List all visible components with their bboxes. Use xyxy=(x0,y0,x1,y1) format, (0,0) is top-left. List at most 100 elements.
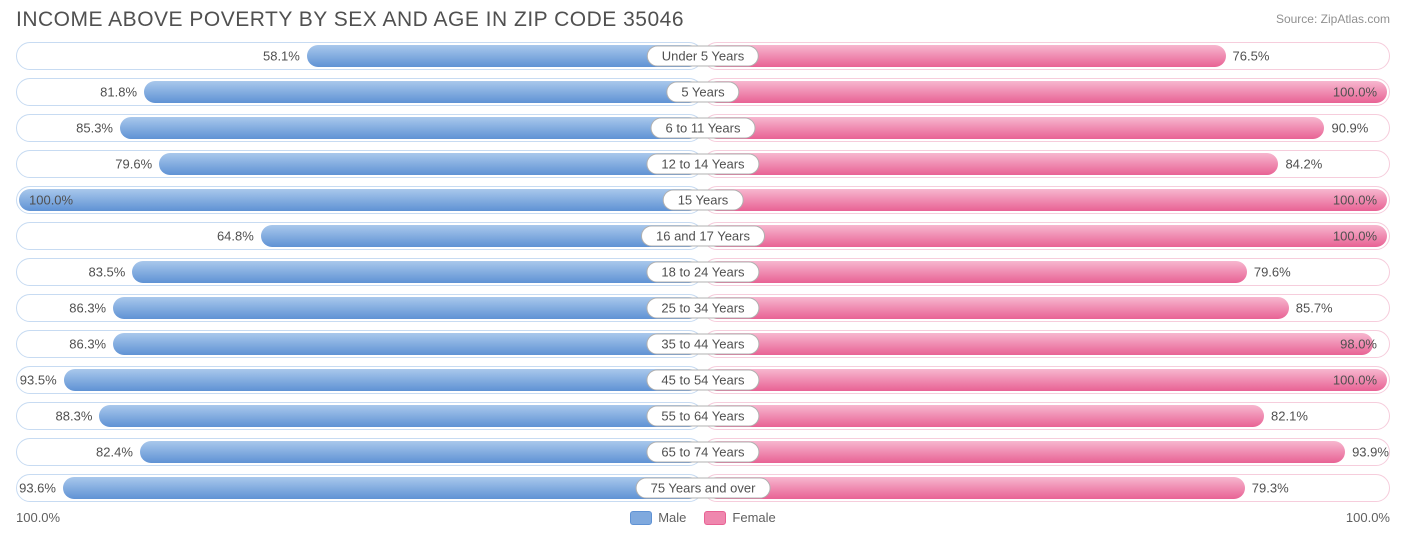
male-half: 85.3% xyxy=(16,114,703,142)
legend-female: Female xyxy=(704,510,775,525)
male-half: 88.3% xyxy=(16,402,703,430)
chart-footer: 100.0% Male Female 100.0% xyxy=(16,510,1390,525)
category-label: 35 to 44 Years xyxy=(646,334,759,355)
female-half: 100.0% xyxy=(703,78,1390,106)
male-pct-label: 85.3% xyxy=(76,121,113,136)
female-pct-label: 82.1% xyxy=(1271,409,1308,424)
female-pct-label: 100.0% xyxy=(1333,193,1377,208)
female-half: 90.9% xyxy=(703,114,1390,142)
chart-row: 64.8% 100.0% 16 and 17 Years xyxy=(16,222,1390,250)
male-half: 64.8% xyxy=(16,222,703,250)
male-pct-label: 93.6% xyxy=(19,481,56,496)
female-pct-label: 100.0% xyxy=(1333,229,1377,244)
female-pct-label: 90.9% xyxy=(1331,121,1368,136)
legend-female-label: Female xyxy=(732,510,775,525)
female-bar xyxy=(706,369,1387,391)
male-pct-label: 86.3% xyxy=(69,337,106,352)
category-label: 75 Years and over xyxy=(636,478,771,499)
legend-male-label: Male xyxy=(658,510,686,525)
male-half: 83.5% xyxy=(16,258,703,286)
category-label: 5 Years xyxy=(666,82,739,103)
legend-male: Male xyxy=(630,510,686,525)
female-pct-label: 84.2% xyxy=(1285,157,1322,172)
chart-row: 83.5% 79.6% 18 to 24 Years xyxy=(16,258,1390,286)
male-pct-label: 64.8% xyxy=(217,229,254,244)
female-pct-label: 100.0% xyxy=(1333,373,1377,388)
male-bar xyxy=(113,297,700,319)
female-half: 100.0% xyxy=(703,186,1390,214)
male-bar xyxy=(144,81,700,103)
female-bar xyxy=(706,81,1387,103)
chart-rows: 58.1% 76.5%Under 5 Years 81.8% 100.0% 5 Year… xyxy=(16,42,1390,502)
female-half: 79.6% xyxy=(703,258,1390,286)
male-bar xyxy=(19,189,700,211)
chart-row: 82.4% 93.9% 65 to 74 Years xyxy=(16,438,1390,466)
axis-left-max: 100.0% xyxy=(16,510,60,525)
male-half: 81.8% xyxy=(16,78,703,106)
chart-row: 88.3% 82.1% 55 to 64 Years xyxy=(16,402,1390,430)
category-label: 6 to 11 Years xyxy=(651,118,756,139)
chart-row: 79.6% 84.2% 12 to 14 Years xyxy=(16,150,1390,178)
male-half: 86.3% xyxy=(16,330,703,358)
female-bar xyxy=(706,261,1247,283)
female-half: 100.0% xyxy=(703,366,1390,394)
female-half: 100.0% xyxy=(703,222,1390,250)
female-pct-label: 79.3% xyxy=(1252,481,1289,496)
female-half: 98.0% xyxy=(703,330,1390,358)
male-pct-label: 81.8% xyxy=(100,85,137,100)
chart-row: 58.1% 76.5%Under 5 Years xyxy=(16,42,1390,70)
male-pct-label: 58.1% xyxy=(263,49,300,64)
male-half: 82.4% xyxy=(16,438,703,466)
category-label: 25 to 34 Years xyxy=(646,298,759,319)
female-bar xyxy=(706,117,1324,139)
category-label: 65 to 74 Years xyxy=(646,442,759,463)
chart-row: 93.6% 79.3% 75 Years and over xyxy=(16,474,1390,502)
male-pct-label: 88.3% xyxy=(56,409,93,424)
male-half: 93.6% xyxy=(16,474,703,502)
chart-title: INCOME ABOVE POVERTY BY SEX AND AGE IN Z… xyxy=(16,8,684,32)
female-half: 85.7% xyxy=(703,294,1390,322)
female-half: 82.1% xyxy=(703,402,1390,430)
female-half: 79.3% xyxy=(703,474,1390,502)
male-pct-label: 100.0% xyxy=(29,193,73,208)
legend-male-swatch xyxy=(630,511,652,525)
category-label: Under 5 Years xyxy=(647,46,759,67)
legend: Male Female xyxy=(630,510,776,525)
female-bar xyxy=(706,297,1289,319)
chart-row: 100.0% 100.0% 15 Years xyxy=(16,186,1390,214)
female-bar xyxy=(706,405,1264,427)
chart-row: 81.8% 100.0% 5 Years xyxy=(16,78,1390,106)
chart-row: 86.3%85.7%25 to 34 Years xyxy=(16,294,1390,322)
female-pct-label: 79.6% xyxy=(1254,265,1291,280)
female-bar xyxy=(706,441,1345,463)
category-label: 16 and 17 Years xyxy=(641,226,765,247)
female-bar xyxy=(706,333,1373,355)
male-pct-label: 93.5% xyxy=(20,373,57,388)
female-pct-label: 100.0% xyxy=(1333,85,1377,100)
female-half: 76.5% xyxy=(703,42,1390,70)
male-half: 79.6% xyxy=(16,150,703,178)
female-pct-label: 98.0% xyxy=(1340,337,1377,352)
male-half: 100.0% xyxy=(16,186,703,214)
legend-female-swatch xyxy=(704,511,726,525)
male-bar xyxy=(64,369,700,391)
male-bar xyxy=(132,261,700,283)
male-half: 93.5% xyxy=(16,366,703,394)
category-label: 12 to 14 Years xyxy=(646,154,759,175)
source-label: Source: ZipAtlas.com xyxy=(1276,8,1390,26)
diverging-bar-chart: INCOME ABOVE POVERTY BY SEX AND AGE IN Z… xyxy=(0,0,1406,558)
category-label: 45 to 54 Years xyxy=(646,370,759,391)
male-bar xyxy=(261,225,700,247)
female-pct-label: 93.9% xyxy=(1352,445,1389,460)
category-label: 55 to 64 Years xyxy=(646,406,759,427)
male-pct-label: 82.4% xyxy=(96,445,133,460)
male-pct-label: 83.5% xyxy=(88,265,125,280)
male-bar xyxy=(307,45,700,67)
female-bar xyxy=(706,477,1245,499)
category-label: 15 Years xyxy=(663,190,744,211)
male-bar xyxy=(63,477,700,499)
male-bar xyxy=(140,441,700,463)
female-bar xyxy=(706,153,1278,175)
category-label: 18 to 24 Years xyxy=(646,262,759,283)
male-bar xyxy=(159,153,700,175)
